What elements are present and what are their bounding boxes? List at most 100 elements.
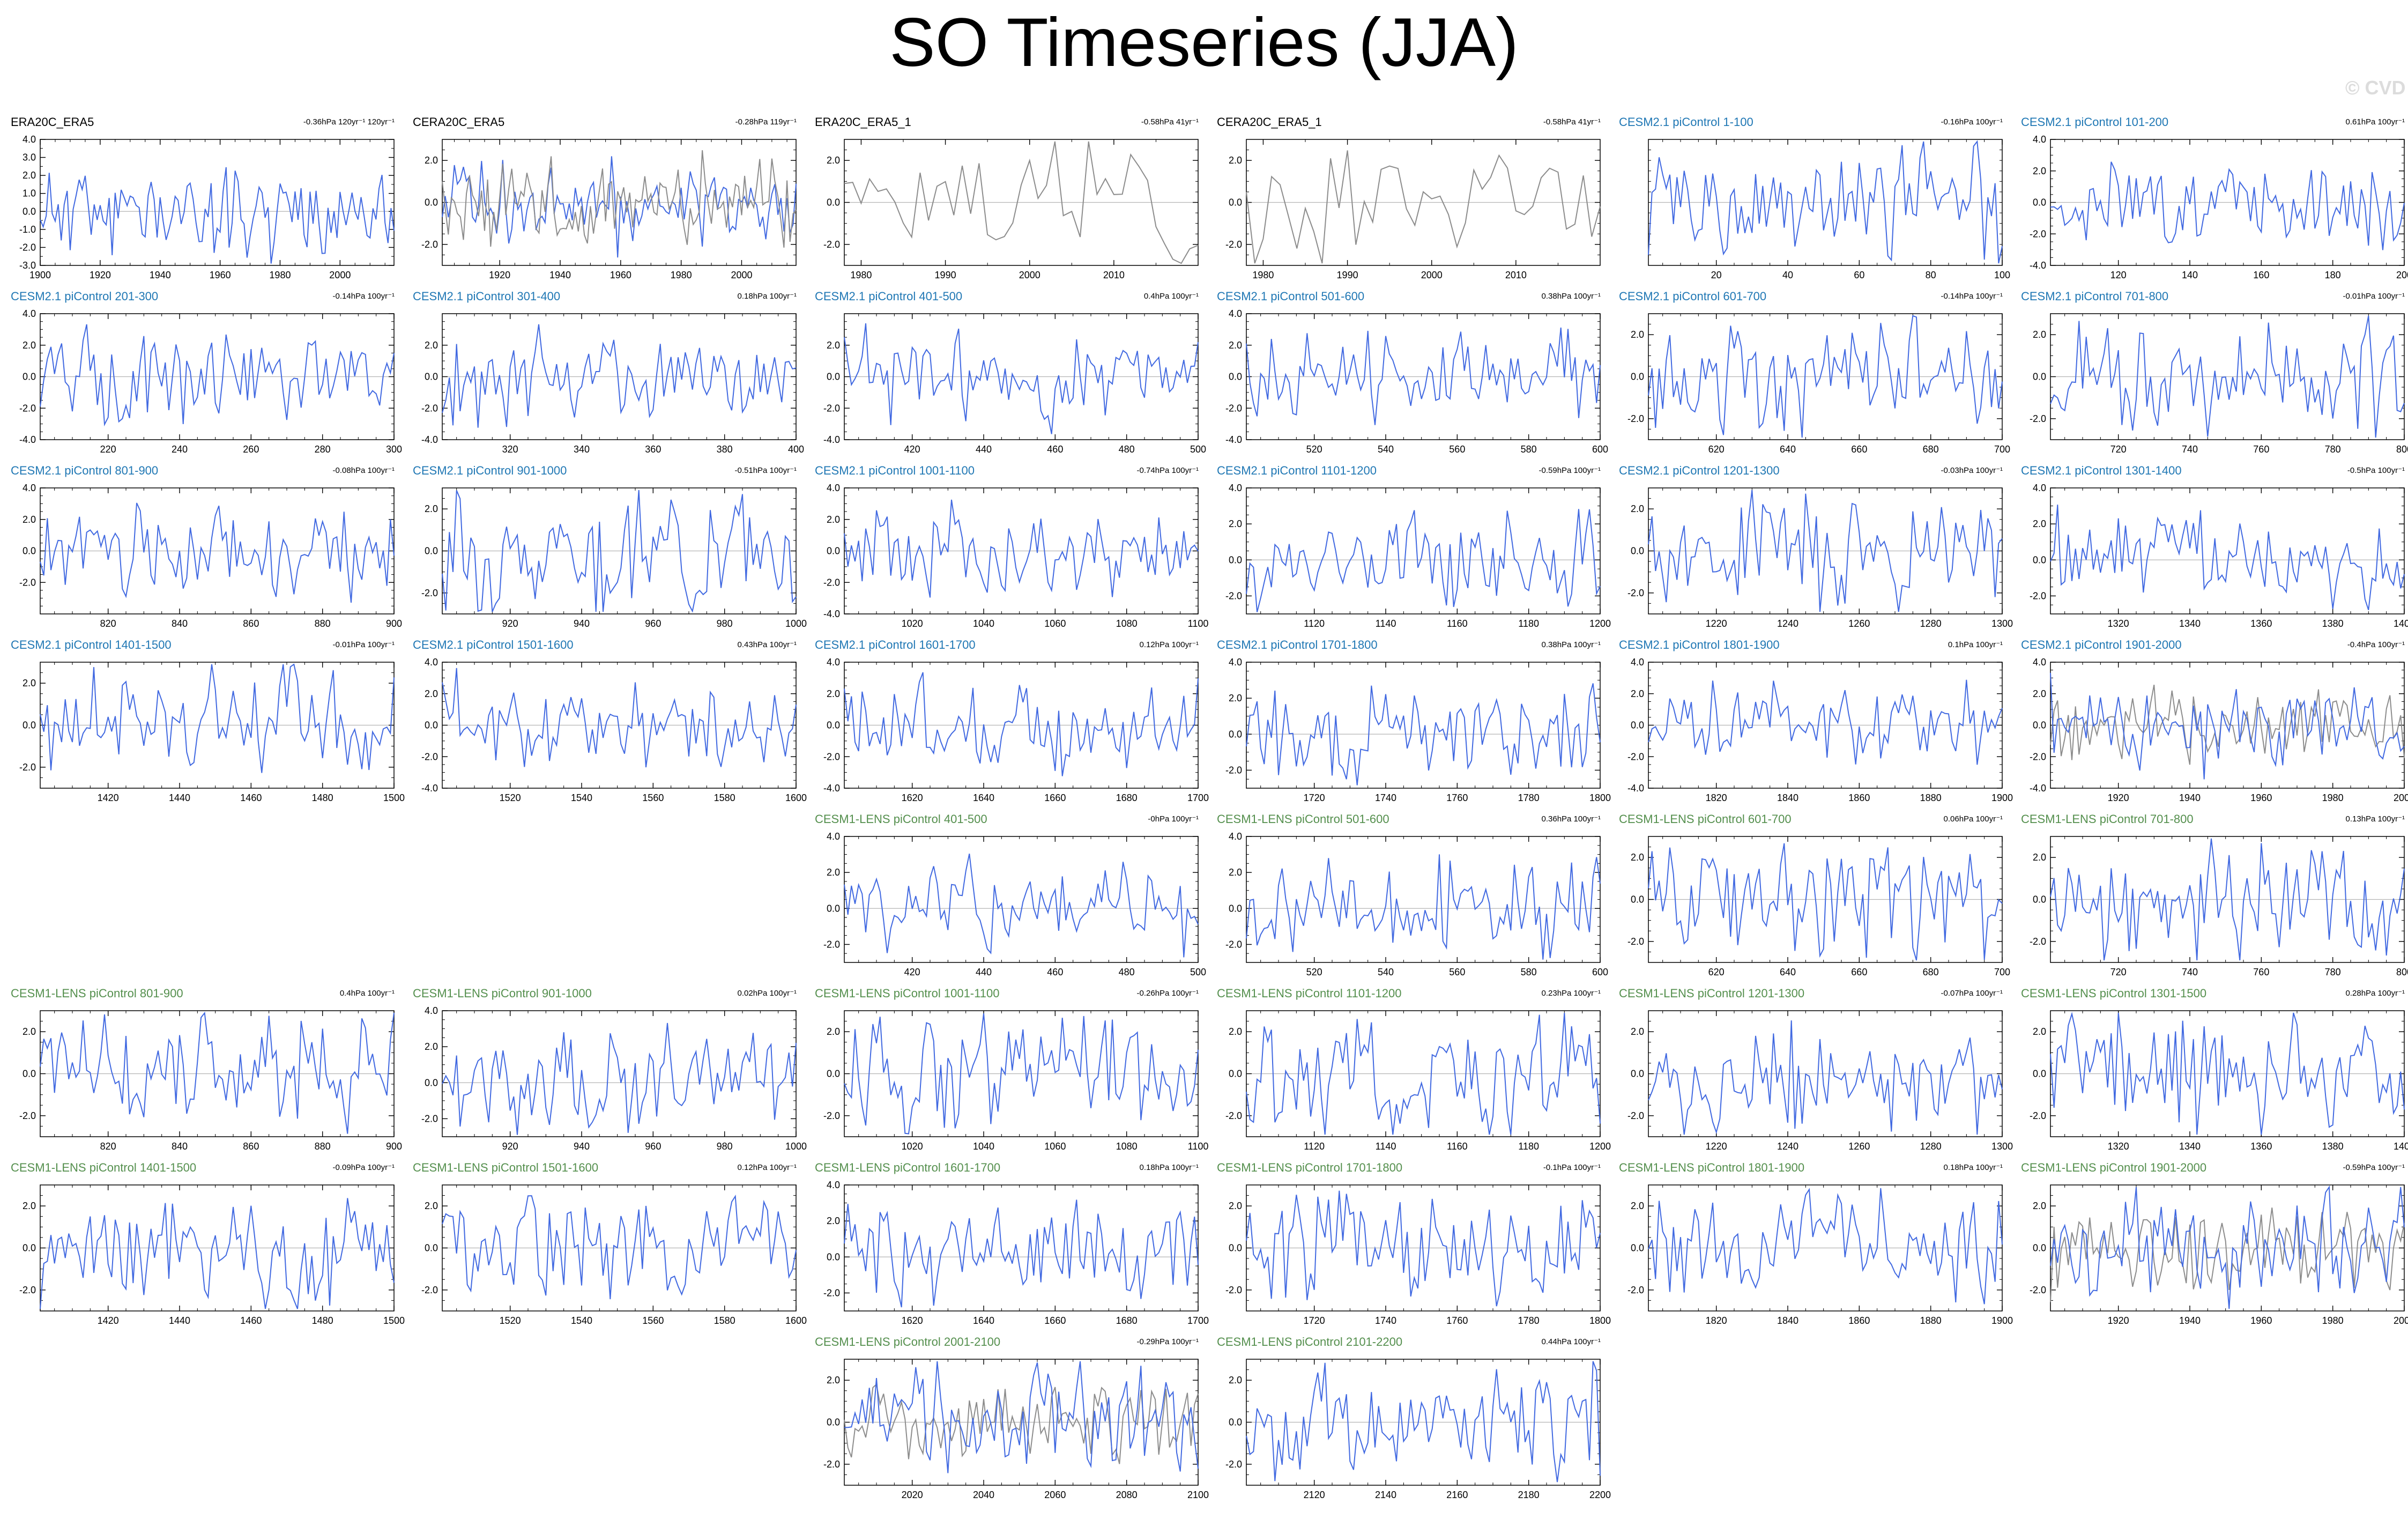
trend-label: -0.29hPa 100yr⁻¹ (1136, 1337, 1199, 1346)
timeseries-plot: 1920 1940 1960 1980 2000 -2.0 0.0 2.0 (421, 139, 797, 280)
x-tick-label: 1700 (1187, 792, 1209, 803)
x-tick-label: 1140 (1376, 618, 1396, 629)
y-tick-label: 0.0 (827, 1251, 840, 1262)
y-tick-label: -2.0 (2030, 1110, 2046, 1121)
y-tick-label: 2.0 (1229, 155, 1242, 166)
x-tick-label: 1220 (1706, 1141, 1727, 1152)
timeseries-panel: CESM2.1 piControl 1301-1400 -0.5hPa 100yr… (2021, 464, 2408, 635)
panel-title: CESM1-LENS piControl 1101-1200 (1217, 987, 1402, 1000)
timeseries-plot: 920 940 960 980 1000 -2.0 0.0 2.0 (421, 487, 807, 629)
series-line (2050, 161, 2405, 250)
figure-title: SO Timeseries (JJA) (889, 4, 1519, 81)
y-tick-label: -2.0 (2030, 590, 2046, 601)
y-tick-label: -2.0 (823, 403, 840, 413)
trend-label: -0.58hPa 41yr⁻¹ (1141, 117, 1199, 127)
plot-frame (2050, 487, 2405, 614)
panel-title: CESM2.1 piControl 1401-1500 (11, 638, 172, 651)
x-tick-label: 1720 (1304, 792, 1325, 803)
panel-title: ERA20C_ERA5 (11, 115, 94, 129)
x-tick-label: 1000 (785, 1141, 807, 1152)
x-tick-label: 640 (1780, 967, 1796, 977)
timeseries-plot: 1900 1920 1940 1960 1980 2000 -3.0 -2.0 -1.0 0.0 1… (19, 134, 395, 280)
x-tick-label: 600 (1592, 967, 1608, 977)
x-tick-label: 360 (645, 444, 661, 455)
timeseries-panel: CESM2.1 piControl 401-500 0.4hPa 100yr⁻¹ 4… (815, 290, 1206, 461)
x-tick-label: 1980 (2322, 1315, 2344, 1326)
timeseries-plot: 1980 1990 2000 2010 -2.0 0.0 2.0 (823, 139, 1199, 280)
x-tick-label: 40 (1782, 270, 1793, 280)
y-tick-label: 0.0 (827, 546, 840, 557)
x-tick-label: 2000 (1019, 270, 1041, 280)
timeseries-plot: 1920 1940 1960 1980 2000 -4.0 -2.0 0.0 2.0 4.0 (2030, 657, 2408, 803)
x-tick-label: 960 (645, 1141, 661, 1152)
panel-title: CESM1-LENS piControl 1701-1800 (1217, 1161, 1403, 1174)
x-tick-label: 620 (1708, 444, 1725, 455)
x-tick-label: 1100 (1188, 1141, 1209, 1152)
y-tick-label: 2.0 (425, 503, 438, 514)
y-tick-label: 0.0 (1229, 1417, 1242, 1428)
timeseries-plot: 1020 1040 1060 1080 1100 -4.0 -2.0 0.0 2.0 4.0 (823, 483, 1208, 629)
panel-title: CESM2.1 piControl 1801-1900 (1619, 638, 1780, 651)
trend-label: 0.02hPa 100yr⁻¹ (737, 989, 797, 998)
timeseries-plot: 1220 1240 1260 1280 1300 -2.0 0.0 2.0 (1627, 487, 2013, 629)
x-tick-label: 660 (1851, 444, 1867, 455)
timeseries-plot: 1980 1990 2000 2010 -2.0 0.0 2.0 (1225, 139, 1601, 280)
x-tick-label: 220 (100, 444, 116, 455)
trend-label: 0.23hPa 100yr⁻¹ (1541, 989, 1601, 998)
x-tick-label: 700 (1994, 444, 2010, 455)
y-tick-label: 0.0 (2033, 1243, 2046, 1254)
x-tick-label: 600 (1592, 444, 1608, 455)
series-line (1648, 315, 2003, 438)
y-tick-label: 0.0 (23, 546, 36, 557)
y-tick-label: 0.0 (1631, 1069, 1644, 1079)
y-tick-label: -2.0 (823, 1287, 840, 1298)
y-tick-label: -2.0 (421, 239, 438, 250)
trend-label: 0.44hPa 100yr⁻¹ (1541, 1337, 1601, 1346)
y-tick-label: 4.0 (1229, 483, 1242, 493)
x-tick-label: 940 (574, 1141, 590, 1152)
x-tick-label: 1960 (210, 270, 231, 280)
timeseries-plot: 620 640 660 680 700 -2.0 0.0 2.0 (1627, 836, 2010, 977)
y-tick-label: 4.0 (425, 657, 438, 668)
series-line (1648, 490, 2003, 612)
y-tick-label: 4.0 (1229, 831, 1242, 842)
x-tick-label: 2200 (1589, 1490, 1611, 1500)
x-tick-label: 1900 (1991, 1315, 2013, 1326)
x-tick-label: 680 (1923, 444, 1939, 455)
timeseries-panel: CESM2.1 piControl 101-200 0.61hPa 100yr⁻¹… (2021, 115, 2408, 287)
y-tick-label: 2.0 (1631, 329, 1644, 340)
x-tick-label: 1200 (1589, 618, 1611, 629)
y-tick-label: -2.0 (1627, 588, 1644, 598)
y-tick-label: 0.0 (425, 372, 438, 382)
trend-label: 0.18hPa 100yr⁻¹ (737, 292, 797, 301)
x-tick-label: 1040 (973, 618, 994, 629)
x-tick-label: 1880 (1920, 1315, 1942, 1326)
x-tick-label: 1180 (1518, 618, 1539, 629)
x-tick-label: 2140 (1375, 1490, 1396, 1500)
panel-title: CESM2.1 piControl 1101-1200 (1217, 464, 1377, 477)
series-line (442, 150, 797, 248)
x-tick-label: 2040 (973, 1490, 994, 1500)
trend-label: -0.26hPa 100yr⁻¹ (1136, 989, 1199, 998)
x-tick-label: 1620 (902, 1315, 923, 1326)
x-tick-label: 580 (1521, 444, 1537, 455)
x-tick-label: 1980 (269, 270, 291, 280)
x-tick-label: 1020 (902, 1141, 923, 1152)
series-line (1648, 679, 2003, 765)
x-tick-label: 1080 (1116, 618, 1138, 629)
y-tick-label: -2.0 (19, 1285, 36, 1295)
timeseries-plot: 20 40 60 80 100 (1648, 139, 2010, 280)
y-tick-label: -2.0 (421, 1285, 438, 1295)
timeseries-plot: 1520 1540 1560 1580 1600 -4.0 -2.0 0.0 2.0 4.0 (421, 657, 807, 803)
x-tick-label: 240 (172, 444, 188, 455)
series-line (1246, 327, 1601, 425)
timeseries-plot: 820 840 860 880 900 -2.0 0.0 2.0 4.0 (19, 483, 402, 629)
x-tick-label: 1800 (1589, 1315, 1611, 1326)
timeseries-panel: CESM2.1 piControl 1501-1600 0.43hPa 100yr… (413, 638, 807, 810)
x-tick-label: 800 (2396, 444, 2408, 455)
timeseries-panel: CESM2.1 piControl 1001-1100 -0.74hPa 100y… (815, 464, 1208, 635)
series-line (1246, 1012, 1601, 1135)
x-tick-label: 640 (1780, 444, 1796, 455)
timeseries-plot: 1020 1040 1060 1080 1100 -2.0 0.0 2.0 (823, 1010, 1208, 1152)
x-tick-label: 1060 (1044, 618, 1066, 629)
